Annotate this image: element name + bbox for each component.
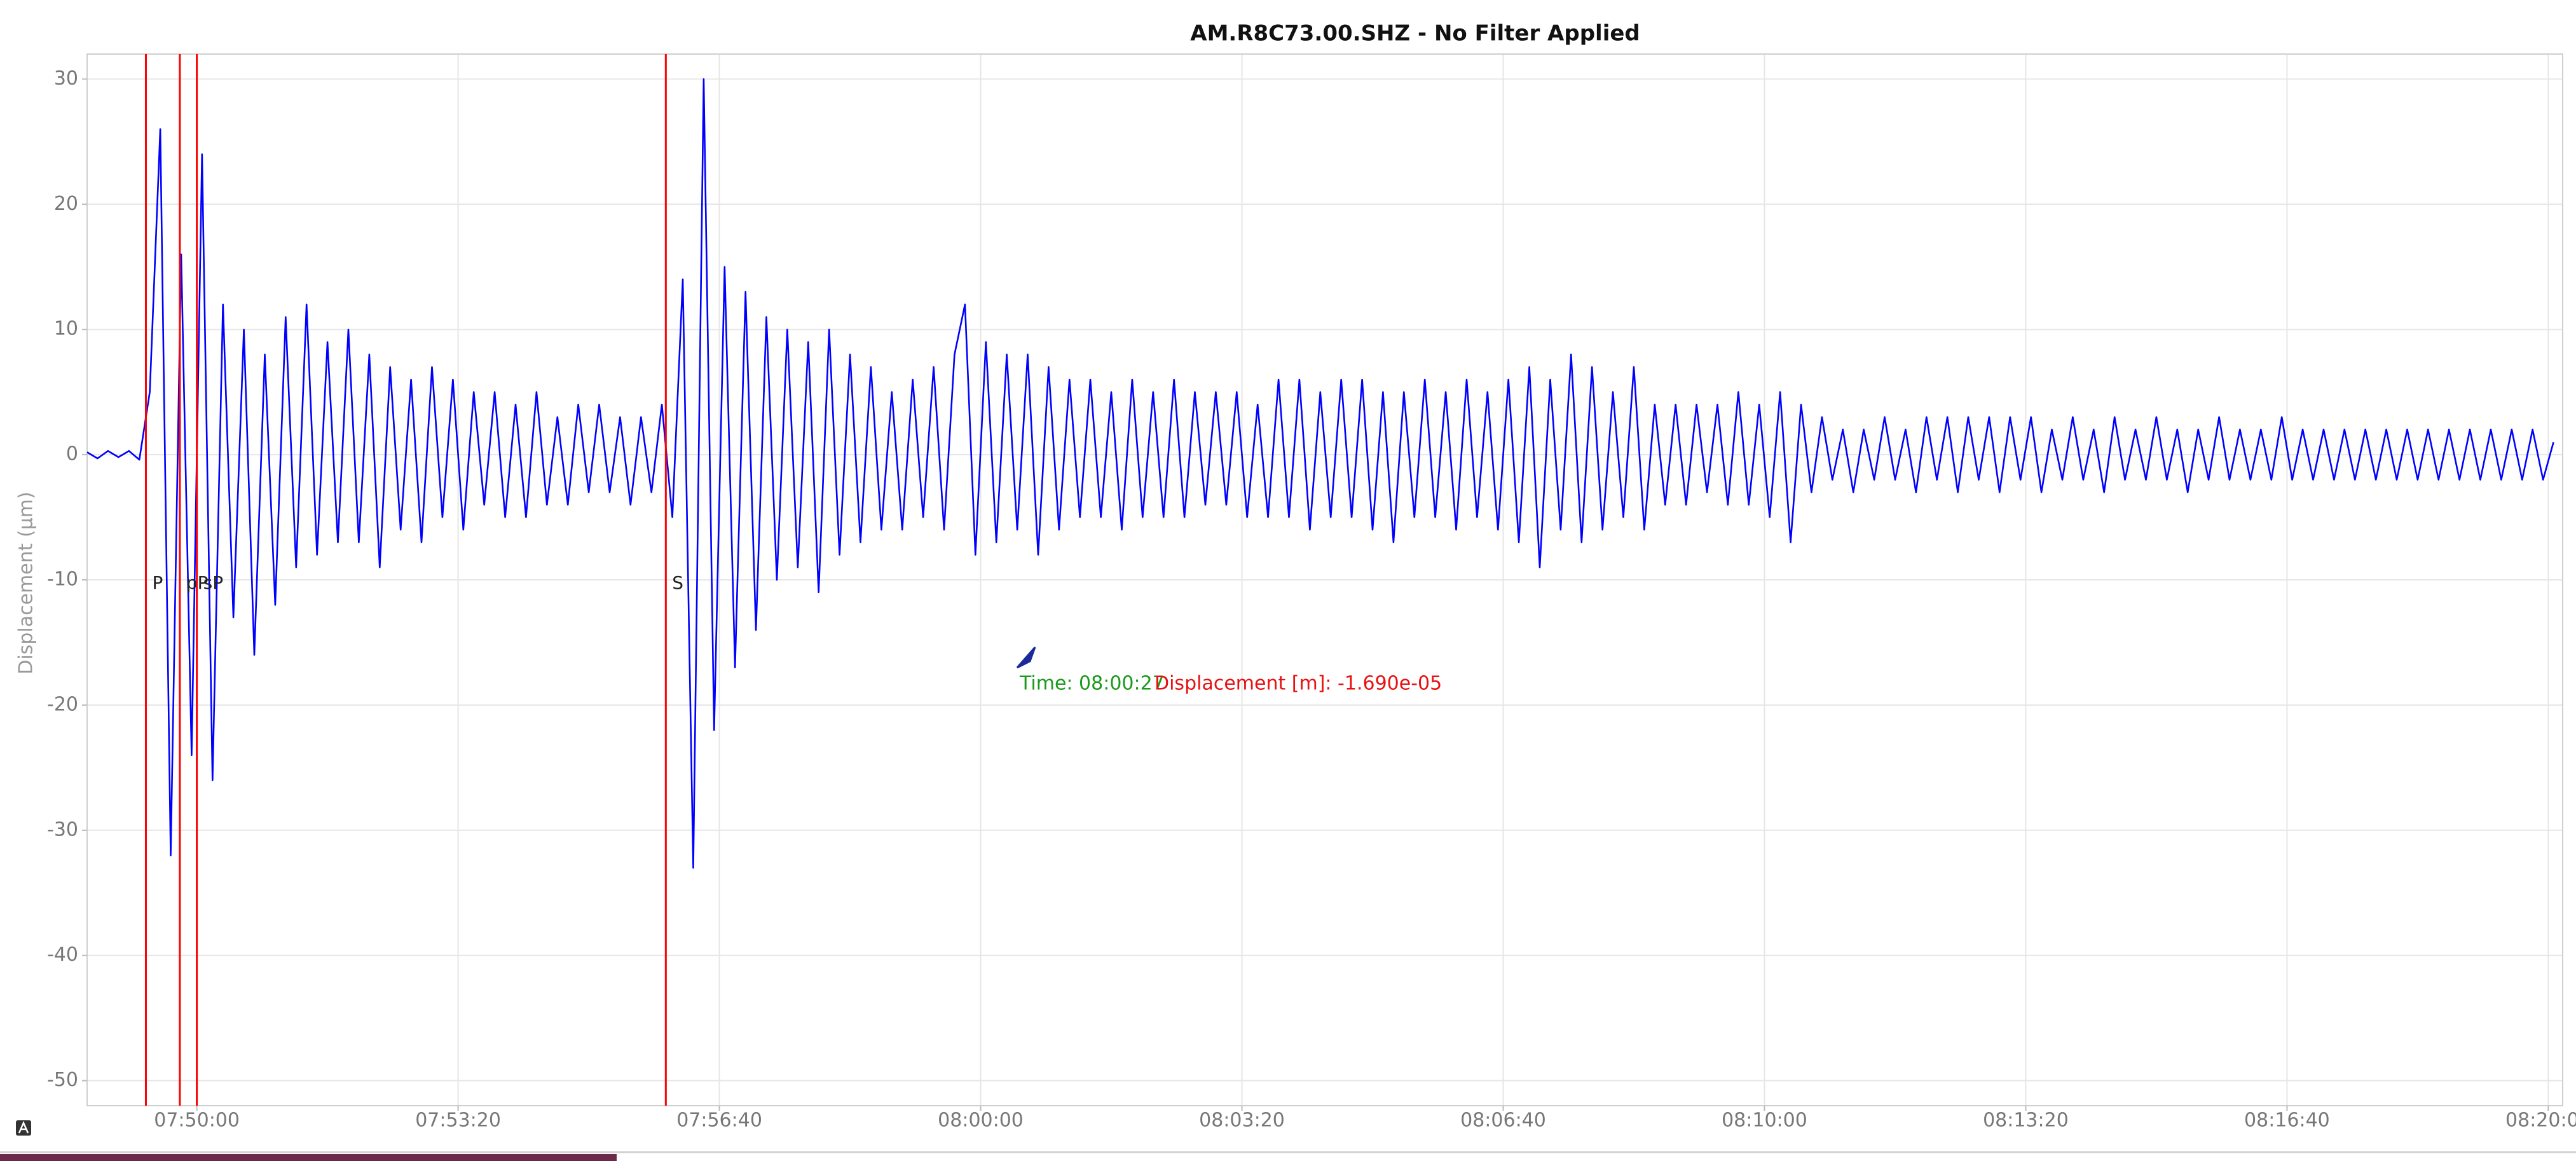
y-tick-label: -50 <box>47 1069 78 1091</box>
cursor-displacement: Displacement [m]: -1.690e-05 <box>1154 673 1442 695</box>
x-tick-label: 07:56:40 <box>676 1109 762 1132</box>
y-tick-label: -40 <box>47 944 78 966</box>
chart-title: AM.R8C73.00.SHZ - No Filter Applied <box>1190 21 1640 46</box>
cursor-time: Time: 08:00:27 <box>1019 673 1165 695</box>
y-tick-label: -10 <box>47 568 78 591</box>
plot-area: PpPsPS <box>86 54 2554 1106</box>
x-tick-label: 08:10:00 <box>1722 1109 1807 1132</box>
y-axis-label: Displacement (μm) <box>15 491 38 675</box>
app-icon-glyph <box>18 1120 29 1134</box>
phase-label: S <box>672 572 683 593</box>
y-tick-label: -30 <box>47 818 78 841</box>
x-tick-label: 08:20:00 <box>2505 1109 2576 1132</box>
phase-label: sP <box>203 572 223 593</box>
y-tick-label: -20 <box>47 693 78 715</box>
x-tick-label: 08:00:00 <box>938 1109 1024 1132</box>
x-tick-label: 08:06:40 <box>1460 1109 1546 1132</box>
phase-label: P <box>152 572 163 593</box>
taskbar-strip <box>0 1154 617 1161</box>
y-tick-label: 20 <box>54 193 78 215</box>
y-tick-label: 30 <box>54 67 78 90</box>
x-tick-label: 07:53:20 <box>415 1109 501 1132</box>
x-tick-label: 07:50:00 <box>154 1109 240 1132</box>
cursor-arrow <box>1016 647 1036 669</box>
x-tick-label: 08:03:20 <box>1199 1109 1285 1132</box>
waveform <box>86 78 2554 869</box>
x-tick-label: 08:16:40 <box>2244 1109 2330 1132</box>
x-tick-label: 08:13:20 <box>1983 1109 2069 1132</box>
y-tick-label: 0 <box>66 443 78 465</box>
y-tick-label: 10 <box>54 318 78 340</box>
